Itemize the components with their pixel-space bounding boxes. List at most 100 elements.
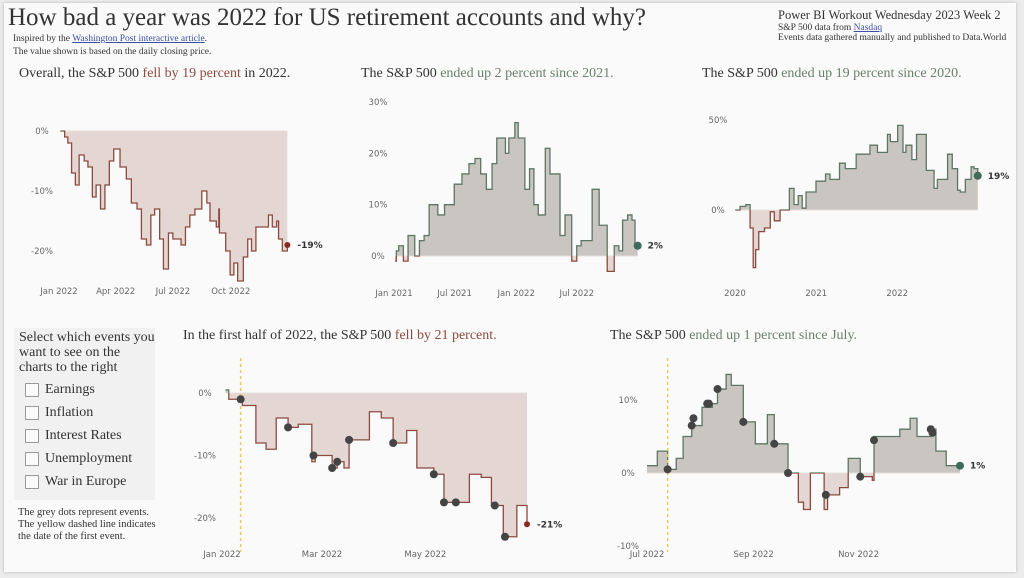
event-dot[interactable]: [689, 414, 698, 423]
chart-title-first-half: In the first half of 2022, the S&P 500 f…: [183, 328, 497, 344]
end-point-marker: [284, 242, 291, 248]
event-dot[interactable]: [784, 469, 793, 477]
x-tick-label: Jul 2022: [629, 550, 665, 560]
checkbox[interactable]: [25, 406, 39, 420]
area-below-zero: [60, 131, 288, 281]
events-footnote: The grey dots represent events. The yell…: [18, 507, 156, 542]
checkbox[interactable]: [25, 383, 39, 397]
option-inflation[interactable]: Inflation: [25, 405, 93, 421]
option-war-in-europe[interactable]: War in Europe: [25, 474, 126, 490]
option-interest-rates[interactable]: Interest Rates: [25, 428, 122, 444]
y-tick-label: 10%: [619, 396, 638, 406]
y-tick-label: 0%: [621, 469, 635, 479]
area-below-zero: [735, 210, 978, 268]
checkbox[interactable]: [25, 475, 39, 489]
checkbox[interactable]: [25, 429, 39, 443]
event-dot[interactable]: [870, 436, 879, 445]
selector-title: Select which events you want to see on t…: [19, 330, 155, 375]
washington-post-link[interactable]: Washington Post interactive article: [72, 34, 205, 44]
event-dot[interactable]: [928, 428, 937, 437]
x-tick-label: Mar 2022: [302, 550, 342, 560]
y-tick-label: 0%: [198, 389, 212, 399]
closing-price-note: The value shown is based on the daily cl…: [13, 47, 212, 57]
event-dot[interactable]: [389, 439, 398, 447]
y-tick-label: 0%: [711, 206, 725, 216]
event-dot[interactable]: [333, 457, 342, 466]
event-dot[interactable]: [713, 385, 722, 394]
chart-3: 0% -10% -20% Jan 2022 Mar 2022 May 2022 -21%: [194, 358, 562, 560]
end-point-marker: [956, 461, 964, 470]
y-tick-label: 0%: [371, 252, 385, 262]
event-dot[interactable]: [856, 472, 865, 481]
event-dot[interactable]: [821, 490, 830, 499]
event-dot[interactable]: [345, 435, 354, 444]
inspired-suffix: .: [204, 34, 208, 44]
title-emphasis: ended up 19 percent since 2020.: [781, 66, 962, 81]
end-value-label: 19%: [988, 172, 1010, 182]
x-tick-label: 2022: [886, 289, 908, 299]
event-dot[interactable]: [663, 465, 672, 474]
x-tick-label: Jul 2021: [436, 289, 472, 299]
end-point-marker: [633, 241, 642, 250]
event-dot[interactable]: [284, 423, 293, 432]
event-dot[interactable]: [439, 498, 448, 507]
title-emphasis: fell by 21 percent.: [394, 328, 497, 343]
option-earnings[interactable]: Earnings: [25, 382, 95, 398]
end-point-marker: [524, 521, 530, 528]
chart-title-since-2021: The S&P 500 ended up 2 percent since 202…: [361, 66, 614, 82]
option-label: Earnings: [45, 382, 95, 397]
option-label: Interest Rates: [45, 428, 122, 443]
nasdaq-link[interactable]: Nasdaq: [853, 23, 883, 33]
x-tick-label: Oct 2022: [211, 287, 250, 297]
x-tick-label: Nov 2022: [838, 550, 879, 560]
option-label: Inflation: [45, 405, 94, 420]
event-dot[interactable]: [309, 451, 318, 460]
series-line-positive: [735, 124, 979, 210]
series-line-negative: [735, 210, 791, 269]
x-tick-label: Jan 2022: [496, 289, 534, 299]
y-tick-label: 30%: [369, 98, 388, 108]
event-dot[interactable]: [739, 417, 748, 426]
event-selector-panel: Select which events you want to see on t…: [14, 328, 155, 500]
x-tick-label: 2021: [805, 289, 827, 299]
x-tick-label: Apr 2022: [96, 287, 135, 297]
event-dot[interactable]: [500, 532, 509, 541]
series-line-negative: [787, 473, 875, 511]
title-pre: Overall, the S&P 500: [19, 66, 143, 81]
area-below-zero: [395, 256, 638, 272]
y-tick-label: 0%: [35, 127, 49, 137]
event-dot[interactable]: [704, 399, 713, 408]
x-tick-label: Jul 2022: [155, 287, 191, 297]
area-above-zero: [735, 125, 978, 210]
area-below-zero: [647, 473, 960, 510]
event-dot[interactable]: [770, 439, 779, 448]
event-dot[interactable]: [687, 421, 696, 430]
event-dot[interactable]: [429, 470, 438, 479]
title-emphasis: fell by 19 percent: [142, 66, 241, 81]
event-dot[interactable]: [451, 498, 460, 507]
title-post: in 2022.: [240, 66, 291, 81]
page-title: How bad a year was 2022 for US retiremen…: [8, 4, 646, 31]
area-below-zero: [225, 393, 527, 537]
y-tick-label: -10%: [194, 452, 216, 462]
x-tick-label: 2020: [724, 289, 746, 299]
chart-title-since-2020: The S&P 500 ended up 19 percent since 20…: [702, 66, 962, 82]
x-tick-label: Jan 2022: [39, 287, 77, 297]
event-dot[interactable]: [328, 464, 337, 472]
checkbox[interactable]: [25, 452, 39, 466]
event-dot[interactable]: [490, 501, 499, 510]
event-dot[interactable]: [236, 395, 245, 404]
chart-2: 0% 50% 2020 2021 2022 19%: [709, 116, 1010, 299]
events-source-text: Events data gathered manually and publis…: [778, 33, 1007, 43]
y-tick-label: -20%: [194, 514, 216, 524]
end-value-label: 1%: [970, 462, 985, 472]
y-tick-label: -20%: [31, 247, 53, 257]
title-emphasis: ended up 1 percent since July.: [689, 328, 858, 343]
option-unemployment[interactable]: Unemployment: [25, 451, 132, 467]
x-tick-label: Sep 2022: [733, 550, 773, 560]
title-pre: The S&P 500: [361, 66, 441, 81]
title-pre: The S&P 500: [610, 328, 690, 343]
chart-1: 0% 10% 20% 30% Jan 2021 Jul 2021 Jan 2022 Jul 2…: [369, 98, 663, 299]
area-above-zero: [647, 374, 960, 473]
end-value-label: -19%: [297, 241, 322, 251]
